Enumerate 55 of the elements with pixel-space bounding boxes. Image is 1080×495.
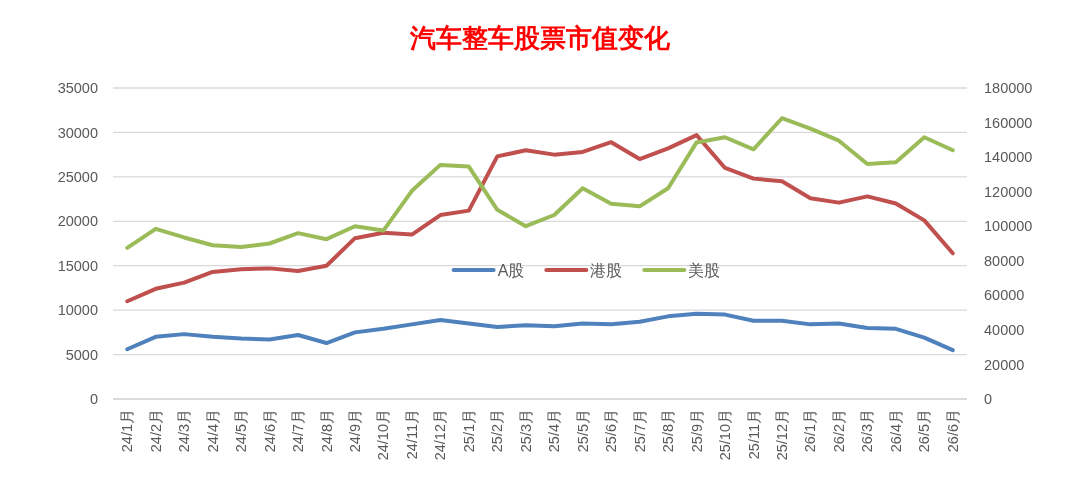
- y-tick-label: 20000: [57, 213, 98, 230]
- y-tick-label: 15000: [57, 257, 98, 274]
- x-tick-label: 26/3月: [859, 409, 876, 453]
- y-tick-label: 0: [89, 391, 98, 408]
- y-tick-label: 35000: [57, 80, 98, 97]
- x-tick-label: 24/2月: [147, 409, 164, 453]
- x-tick-label: 24/12月: [432, 409, 449, 461]
- x-tick-label: 24/11月: [403, 409, 420, 460]
- y-tick-label: 25000: [57, 168, 98, 185]
- x-tick-label: 25/9月: [688, 409, 705, 453]
- legend-item: 美股: [642, 261, 721, 279]
- y-tick-label: 10000: [57, 302, 98, 319]
- legend-item: A股: [451, 261, 525, 279]
- x-tick-label: 26/2月: [830, 409, 847, 453]
- x-tick-label: 25/3月: [517, 409, 534, 453]
- y2-tick-label: 140000: [984, 149, 1033, 166]
- x-tick-label: 24/5月: [233, 409, 250, 453]
- x-tick-label: 25/7月: [631, 409, 648, 453]
- x-tick-label: 24/3月: [176, 409, 193, 453]
- y2-tick-label: 0: [984, 391, 993, 408]
- title: 汽车整车股票市值变化: [410, 24, 670, 53]
- x-tick-label: 25/2月: [489, 409, 506, 453]
- legend-label: 港股: [590, 261, 623, 279]
- y-tick-label: 5000: [65, 346, 98, 363]
- x-tick-label: 25/6月: [603, 409, 620, 453]
- x-tick-label: 24/7月: [290, 409, 307, 453]
- y2-tick-label: 120000: [984, 183, 1033, 200]
- y2-tick-label: 20000: [984, 356, 1025, 373]
- y2-tick-label: 40000: [984, 321, 1025, 338]
- legend-label: A股: [497, 261, 525, 279]
- x-tick-label: 24/9月: [347, 409, 364, 453]
- x-tick-label: 25/5月: [574, 409, 591, 453]
- x-tick-label: 25/12月: [774, 409, 791, 461]
- x-tick-label: 26/1月: [802, 409, 819, 453]
- x-tick-label: 25/10月: [717, 409, 734, 461]
- x-tick-label: 25/4月: [546, 409, 563, 453]
- x-tick-label: 26/6月: [944, 409, 961, 453]
- x-tick-label: 25/1月: [460, 409, 477, 453]
- y2-tick-label: 180000: [984, 80, 1033, 97]
- x-tick-label: 25/11月: [745, 409, 762, 460]
- y2-tick-label: 100000: [984, 218, 1033, 235]
- legend-item: 港股: [544, 261, 623, 279]
- x-tick-label: 24/6月: [261, 409, 278, 453]
- y-tick-label: 30000: [57, 124, 98, 141]
- y2-tick-label: 160000: [984, 114, 1033, 131]
- x-tick-label: 26/5月: [916, 409, 933, 453]
- y2-tick-label: 60000: [984, 287, 1025, 304]
- x-tick-label: 26/4月: [887, 409, 904, 453]
- x-tick-label: 24/4月: [204, 409, 221, 453]
- x-tick-label: 24/1月: [119, 409, 136, 453]
- x-tick-label: 25/8月: [660, 409, 677, 453]
- x-tick-label: 24/8月: [318, 409, 335, 453]
- legend-label: 美股: [688, 261, 721, 279]
- y2-tick-label: 80000: [984, 252, 1025, 269]
- x-tick-label: 24/10月: [375, 409, 392, 461]
